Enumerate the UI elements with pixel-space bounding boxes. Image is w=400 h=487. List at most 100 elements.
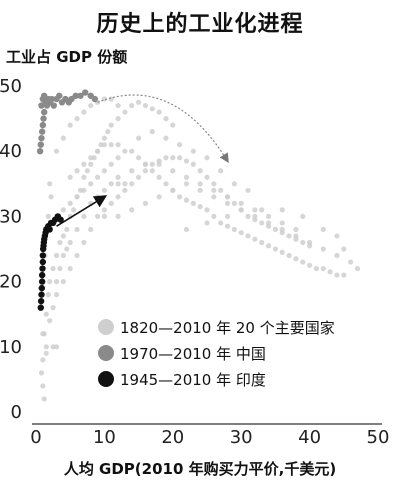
data-point (67, 265, 73, 272)
data-point (136, 99, 142, 105)
data-point (265, 213, 272, 219)
data-point (81, 187, 87, 193)
data-point (177, 194, 183, 200)
data-point (43, 350, 49, 356)
data-point (38, 291, 45, 298)
data-point (129, 102, 135, 109)
data-point (81, 239, 87, 246)
data-point (74, 226, 80, 233)
data-point (101, 187, 107, 193)
data-point (40, 383, 46, 389)
data-point (218, 168, 224, 174)
data-point (300, 239, 306, 246)
data-point (53, 344, 60, 350)
annotations (56, 94, 229, 227)
data-point (211, 181, 217, 187)
data-point (149, 129, 155, 135)
data-point (108, 122, 114, 128)
data-point (115, 174, 121, 180)
data-point (252, 213, 258, 219)
y-tick-label: 40 (0, 141, 22, 162)
data-point (38, 134, 45, 142)
data-point (279, 207, 285, 213)
data-points (36, 89, 361, 402)
data-point (286, 233, 292, 239)
data-point (224, 200, 231, 206)
data-point (136, 174, 142, 180)
data-point (74, 168, 80, 174)
data-point (163, 155, 169, 161)
data-point (56, 92, 63, 99)
data-point (50, 265, 56, 272)
legend-label: 1820—2010 年 20 个主要国家 (120, 319, 335, 337)
data-point (88, 161, 94, 167)
data-point (74, 116, 80, 122)
data-point (149, 106, 155, 112)
data-point (47, 181, 53, 187)
x-tick-label: 40 (298, 427, 321, 448)
data-point (67, 122, 73, 128)
data-point (211, 213, 217, 219)
data-point (183, 158, 190, 164)
data-point (39, 121, 47, 129)
data-point (40, 331, 46, 337)
data-point (252, 236, 258, 242)
data-point (122, 109, 128, 115)
data-point (67, 200, 73, 206)
data-point (265, 243, 272, 249)
data-point (163, 181, 169, 187)
data-point (67, 239, 73, 246)
data-point (38, 278, 46, 285)
x-tick-label: 20 (161, 427, 184, 448)
data-point (170, 187, 176, 193)
data-point (265, 220, 272, 226)
y-tick-label: 50 (0, 76, 22, 97)
data-point (245, 187, 251, 193)
data-point (60, 252, 66, 259)
data-point (156, 174, 162, 180)
data-point (348, 259, 354, 265)
data-point (313, 265, 320, 272)
data-point (204, 220, 210, 226)
data-point (82, 89, 89, 96)
data-point (272, 226, 278, 233)
data-point (204, 207, 210, 213)
data-point (74, 252, 80, 259)
data-point (60, 207, 66, 213)
data-point (259, 207, 265, 213)
data-point (94, 148, 101, 154)
data-point (41, 396, 47, 402)
data-point (197, 204, 203, 210)
data-point (149, 161, 155, 167)
data-point (101, 213, 107, 219)
data-point (60, 233, 66, 239)
data-point (53, 148, 60, 154)
data-point (183, 197, 190, 203)
data-point (218, 220, 224, 226)
data-point (163, 135, 169, 141)
data-point (211, 194, 217, 200)
data-point (218, 187, 224, 193)
data-point (88, 181, 94, 187)
data-point (245, 233, 251, 239)
data-point (108, 200, 114, 206)
data-point (64, 246, 70, 252)
x-tick-label: 0 (30, 427, 41, 448)
data-point (334, 252, 340, 259)
data-point (224, 223, 231, 229)
data-point (77, 92, 84, 99)
data-point (64, 226, 70, 233)
data-point (293, 233, 299, 239)
data-point (231, 200, 237, 206)
data-point (37, 297, 45, 305)
data-point (334, 233, 340, 239)
data-point (142, 102, 149, 109)
data-point (36, 148, 44, 155)
y-tick-label: 20 (0, 272, 22, 293)
data-point (40, 357, 46, 363)
data-point (183, 226, 190, 233)
data-point (57, 239, 63, 246)
data-point (39, 258, 47, 266)
data-point (88, 226, 94, 233)
